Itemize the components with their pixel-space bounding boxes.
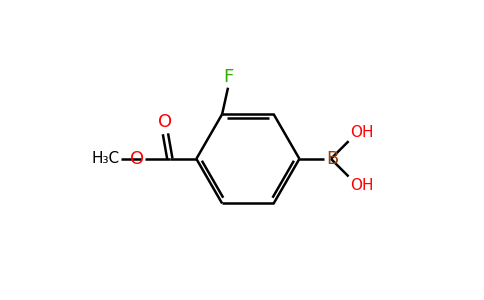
Text: O: O: [130, 150, 144, 168]
Text: OH: OH: [350, 125, 373, 140]
Text: O: O: [158, 113, 172, 131]
Text: H₃C: H₃C: [91, 151, 120, 166]
Text: F: F: [223, 68, 233, 86]
Text: B: B: [326, 150, 338, 168]
Text: OH: OH: [350, 178, 373, 193]
